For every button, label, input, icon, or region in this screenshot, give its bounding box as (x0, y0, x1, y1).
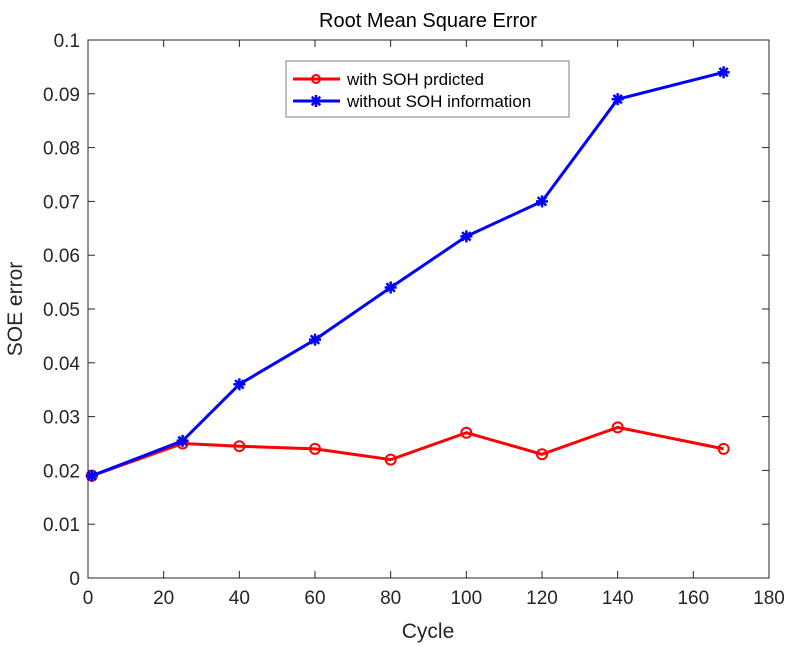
series-line (91, 425, 724, 478)
legend: with SOH prdicted without SOH informatio… (285, 60, 570, 118)
legend-box (285, 60, 570, 118)
x-tick-label: 40 (229, 588, 250, 609)
y-tick-label: 0 (69, 569, 80, 590)
x-tick-label: 180 (753, 588, 785, 609)
legend-label: without SOH information (346, 92, 531, 111)
x-tick-label: 60 (304, 588, 325, 609)
y-tick-label: 0.04 (43, 354, 80, 375)
asterisk-marker-icon (85, 469, 98, 482)
circle-marker-icon (536, 448, 548, 461)
series-asterisk (85, 66, 730, 482)
x-tick-label: 120 (526, 588, 558, 609)
circle-marker-icon (233, 440, 246, 453)
legend-label: with SOH prdicted (346, 70, 484, 89)
chart-title: Root Mean Square Error (319, 10, 537, 32)
asterisk-marker-icon (309, 333, 321, 346)
asterisk-marker-icon (310, 95, 322, 107)
x-tick-label: 0 (83, 588, 94, 609)
series-layer (85, 66, 730, 482)
y-tick-label: 0.08 (43, 139, 80, 160)
legend-item-with-soh: with SOH prdicted (293, 70, 484, 89)
x-axis-title: Cycle (402, 620, 455, 643)
x-tick-label: 20 (153, 588, 174, 609)
y-axis: 0 0.01 0.02 0.03 0.04 0.05 0.06 0.07 0.08 0.09 0.1 (43, 31, 769, 590)
circle-marker-icon (309, 442, 321, 455)
asterisk-marker-icon (384, 281, 397, 294)
y-tick-label: 0.09 (43, 85, 80, 106)
y-tick-label: 0.1 (54, 31, 80, 52)
asterisk-marker-icon (233, 378, 246, 391)
x-tick-label: 100 (450, 588, 482, 609)
asterisk-marker-icon (460, 230, 473, 243)
legend-item-without-soh: without SOH information (293, 92, 531, 111)
asterisk-marker-icon (310, 95, 322, 107)
y-tick-label: 0.05 (43, 300, 80, 321)
circle-marker-icon (384, 453, 397, 466)
y-tick-label: 0.06 (43, 246, 80, 267)
circle-marker-icon (717, 442, 730, 455)
asterisk-marker-icon (717, 66, 730, 79)
circle-marker-icon (311, 74, 321, 84)
y-tick-label: 0.07 (43, 192, 80, 213)
circle-marker-icon (460, 426, 473, 439)
x-axis: 0 20 40 60 80 100 120 140 160 180 (83, 40, 785, 609)
x-tick-label: 160 (677, 588, 709, 609)
y-tick-label: 0.01 (43, 515, 80, 536)
x-tick-label: 80 (380, 588, 401, 609)
asterisk-marker-icon (176, 434, 189, 447)
y-axis-title: SOE error (4, 262, 27, 357)
y-tick-label: 0.03 (43, 408, 80, 429)
y-tick-label: 0.02 (43, 461, 80, 482)
asterisk-marker-icon (536, 195, 548, 208)
plot-area (87, 39, 770, 579)
x-tick-label: 140 (602, 588, 634, 609)
circle-marker-icon (611, 421, 624, 434)
asterisk-marker-icon (611, 93, 624, 106)
